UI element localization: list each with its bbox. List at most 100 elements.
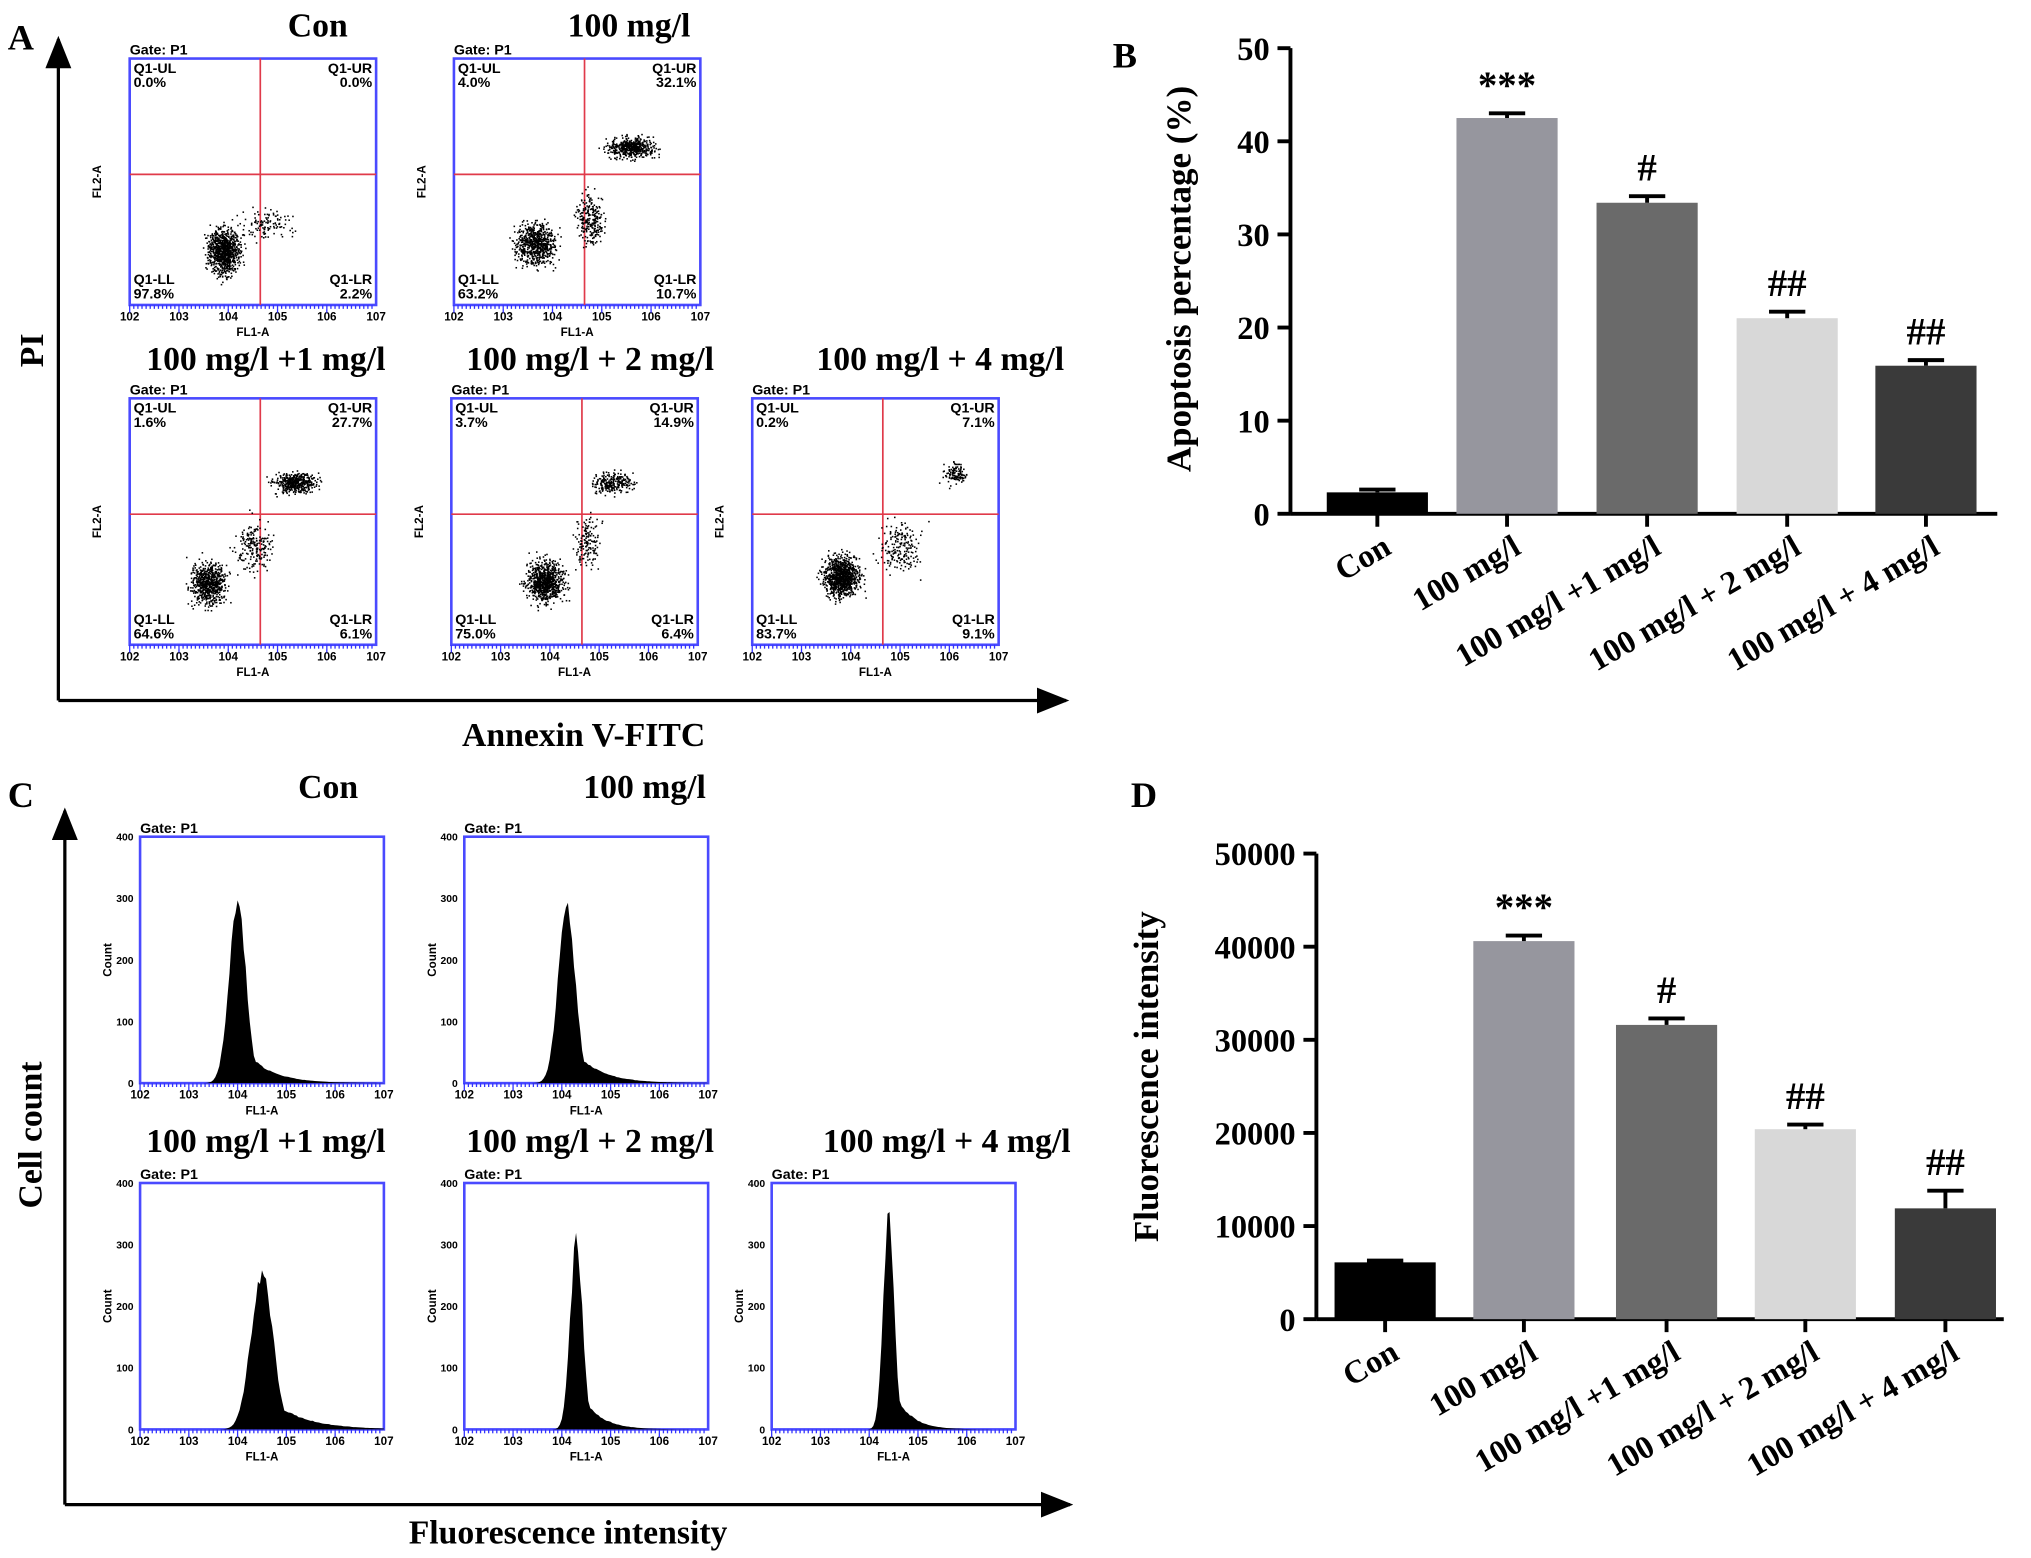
scatter-point [295, 489, 297, 492]
scatter-point [630, 149, 633, 152]
scatter-point [251, 564, 254, 566]
scatter-point [207, 259, 209, 262]
scatter-point [635, 153, 638, 156]
scatter-point [536, 259, 538, 262]
scatter-point [212, 594, 214, 597]
scatter-point [643, 149, 646, 152]
scatter-point [626, 140, 628, 143]
scatter-point [546, 589, 549, 591]
scatter-point [288, 487, 290, 489]
scatter-point [554, 576, 557, 579]
scatter-point [256, 528, 258, 530]
scatter-point [217, 573, 220, 576]
scatter-point [543, 598, 545, 600]
scatter-point [293, 490, 296, 492]
scatter-point [614, 136, 616, 139]
scatter-point [581, 225, 584, 228]
scatter-point [554, 566, 556, 569]
scatter-point [532, 587, 535, 590]
scatter-point [546, 566, 548, 569]
scatter-point [219, 249, 222, 252]
scatter-point [196, 573, 199, 576]
scatter-point [552, 253, 554, 256]
scatter-point [210, 576, 213, 579]
scatter-point [239, 241, 242, 243]
scatter-point [534, 568, 537, 571]
scatter-point [204, 565, 207, 567]
scatter-point [311, 474, 313, 477]
scatter-point [208, 585, 211, 587]
scatter-point [268, 543, 271, 546]
scatter-point [230, 272, 233, 275]
scatter-point [193, 572, 196, 574]
scatter-point [545, 251, 548, 254]
scatter-point [297, 480, 299, 483]
scatter-point [257, 211, 259, 213]
scatter-point [592, 218, 595, 221]
scatter-point [638, 149, 641, 152]
scatter-point [524, 586, 527, 589]
scatter-point [590, 232, 593, 234]
scatter-point [551, 576, 554, 579]
scatter-point [535, 569, 538, 572]
scatter-point [204, 573, 207, 576]
scatter-point [537, 577, 540, 580]
scatter-point [586, 221, 589, 224]
scatter-point [221, 564, 224, 567]
x-tick-label: 104 [543, 311, 563, 324]
scatter-point [204, 605, 207, 607]
scatter-point [600, 214, 603, 216]
scatter-point [294, 493, 296, 496]
scatter-point [309, 484, 312, 486]
scatter-point [598, 212, 600, 215]
scatter-point [529, 235, 531, 238]
scatter-point [519, 228, 521, 231]
scatter-point [210, 245, 213, 247]
scatter-point [621, 158, 624, 161]
scatter-point [637, 146, 639, 148]
scatter-point [533, 239, 536, 241]
scatter-point [608, 148, 611, 151]
scatter-point [630, 144, 633, 146]
scatter-point [519, 234, 522, 237]
scatter-point [258, 225, 261, 227]
scatter-point [259, 221, 262, 223]
scatter-point [290, 485, 293, 488]
scatter-point [650, 151, 653, 153]
scatter-point [532, 250, 535, 253]
scatter-point [246, 534, 249, 537]
scatter-point [246, 566, 248, 569]
scatter-point [264, 213, 266, 216]
scatter-point [212, 590, 214, 592]
scatter-point [208, 259, 211, 261]
scatter-point [272, 534, 275, 537]
scatter-point [218, 259, 220, 261]
scatter-point [207, 246, 210, 248]
scatter-point [525, 243, 528, 245]
plot-frame [128, 57, 378, 307]
scatter-point [284, 219, 287, 221]
scatter-point [578, 235, 581, 237]
scatter-point [295, 491, 297, 494]
scatter-point [311, 477, 313, 480]
quadrant-name: Q1-LL [134, 612, 175, 628]
scatter-point [536, 242, 538, 244]
scatter-point [244, 218, 247, 221]
scatter-point [218, 270, 221, 273]
scatter-point [300, 486, 303, 489]
scatter-point [511, 240, 514, 242]
scatter-point [266, 554, 268, 557]
scatter-point [554, 245, 557, 248]
scatter-point [547, 576, 550, 579]
scatter-point [527, 239, 529, 241]
scatter-point [519, 225, 521, 227]
scatter-point [555, 249, 558, 252]
quadrant-name: Q1-UL [458, 61, 501, 77]
scatter-point [613, 484, 615, 487]
scatter-point [256, 570, 259, 573]
scatter-point [530, 231, 532, 233]
scatter-point [544, 554, 547, 556]
scatter-point [227, 242, 229, 245]
scatter-point [535, 252, 537, 254]
scatter-point [534, 571, 537, 574]
